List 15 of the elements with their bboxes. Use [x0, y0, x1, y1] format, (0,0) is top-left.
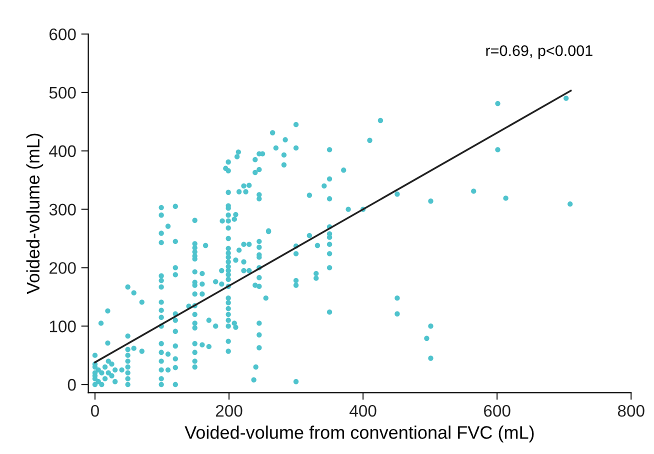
y-tick-label: 500 — [49, 86, 76, 99]
y-tick-label: 600 — [50, 28, 76, 40]
y-tick-label: 200 — [50, 262, 76, 274]
y-tick-label: 300 — [49, 204, 76, 216]
x-axis-title: Voided-volume from conventional FVC (mL) — [184, 426, 534, 442]
x-tick-label: 600 — [484, 404, 510, 417]
x-tick-label: 400 — [350, 404, 376, 417]
y-tick-label: 100 — [50, 320, 76, 332]
x-tick-label: 800 — [618, 404, 644, 417]
annotation: r=0.69, p<0.001 — [486, 45, 592, 60]
x-tick-label: 200 — [216, 404, 242, 417]
x-tick-label: 0 — [91, 404, 99, 417]
y-tick-label: 0 — [68, 378, 76, 391]
y-axis-title: Voided-volume (mL) — [26, 134, 44, 294]
y-tick-label: 400 — [49, 145, 76, 158]
